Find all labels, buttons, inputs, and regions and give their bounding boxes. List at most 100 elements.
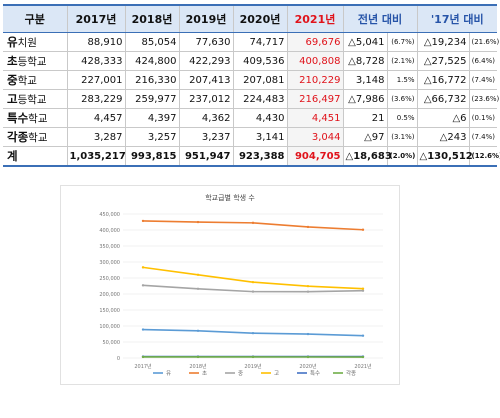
data-point [251,280,255,284]
cell-value-2018: 216,330 [125,70,180,90]
cell-change-2017: △66,732 [417,89,470,109]
data-point [361,228,365,231]
cell-pct-2017: (6.4%) [469,51,497,71]
data-point [196,273,200,277]
row-label: 초등학교 [3,51,68,71]
cell-pct-2017: (0.1%) [469,108,497,128]
table-row: 초등학교 428,333 424,800 422,293 409,536 400,808 △… [3,51,497,71]
data-point [306,332,310,336]
row-label: 특수학교 [3,108,68,128]
data-point [361,334,365,337]
cell-change-2017: △6 [417,108,470,128]
y-tick-label: 400,000 [99,228,120,234]
data-point [361,287,365,290]
cell-change-2017: △243 [417,127,470,147]
cell-value-2018: 4,397 [125,108,180,128]
y-tick-label: 200,000 [99,292,120,298]
legend-label: 초 [202,370,207,377]
student-count-chart: 학교급별 학생 수 0 50,000 100,000 150,000 200,000 25… [60,185,400,385]
cell-change-prev: △8,728 [343,51,388,71]
row-label-lead: 고 [7,92,18,106]
cell-value-2021: 210,229 [287,70,344,90]
row-label: 유치원 [3,32,68,52]
cell-pct-prev: (6.7%) [387,32,418,52]
cell-value-2019: 951,947 [179,146,234,167]
cell-value-2018: 259,977 [125,89,180,109]
row-label: 각종학교 [3,127,68,147]
cell-value-2020: 207,081 [233,70,288,90]
cell-change-2017: △19,234 [417,32,470,52]
cell-change-2017: △27,525 [417,51,470,71]
row-label: 중학교 [3,70,68,90]
cell-value-2017: 3,287 [67,127,126,147]
cell-pct-2017: (7.4%) [469,70,497,90]
cell-value-2017: 227,001 [67,70,126,90]
header-2017: 2017년 [67,4,126,33]
row-label-lead: 계 [7,149,18,163]
cell-value-2017: 283,229 [67,89,126,109]
cell-pct-prev: (2.1%) [387,51,418,71]
cell-value-2018: 85,054 [125,32,180,52]
cell-pct-prev: 0.5% [387,108,418,128]
x-tick-label: 2019년 [244,363,262,370]
legend-label: 고 [274,370,279,377]
data-point [306,225,310,229]
legend-label: 유 [166,370,171,377]
data-point [141,284,145,287]
cell-change-2017: △16,772 [417,70,470,90]
cell-change-prev: △7,986 [343,89,388,109]
y-tick-label: 350,000 [99,244,120,250]
data-point [141,219,145,223]
table-row: 중학교 227,001 216,330 207,413 207,081 210,229 3,… [3,70,497,90]
x-tick-label: 2018년 [189,363,207,370]
cell-pct-prev: (3.6%) [387,89,418,109]
chart-title: 학교급별 학생 수 [205,193,255,202]
y-tick-label: 150,000 [99,308,120,314]
table-row: 각종학교 3,287 3,257 3,237 3,141 3,044 △97 (3.1%) △2… [3,127,497,147]
cell-value-2018: 993,815 [125,146,180,167]
cell-value-2019: 77,630 [179,32,234,52]
row-label-lead: 유 [7,35,18,49]
data-point [251,290,255,293]
cell-value-2017: 1,035,217 [67,146,126,167]
row-label-rest: 학교 [17,75,37,87]
data-point [361,289,365,292]
cell-change-prev: △5,041 [343,32,388,52]
cell-pct-prev: (3.1%) [387,127,418,147]
cell-value-2017: 88,910 [67,32,126,52]
data-point [196,287,200,290]
table-row: 계 1,035,217 993,815 951,947 923,388 904,705 △1… [3,146,500,167]
cell-value-2021: 400,808 [287,51,344,71]
cell-value-2021: 216,497 [287,89,344,109]
header-vs-2017: '17년 대비 [417,4,497,33]
cell-value-2017: 4,457 [67,108,126,128]
y-tick-label: 300,000 [99,260,120,266]
header-2018: 2018년 [125,4,180,33]
cell-value-2020: 74,717 [233,32,288,52]
cell-change-prev: △18,683 [343,146,392,167]
y-tick-label: 50,000 [103,340,121,346]
data-point [306,284,310,288]
chart-grid: 0 50,000 100,000 150,000 200,000 250,000 300,0… [99,212,383,370]
data-point [251,355,255,359]
cell-value-2019: 3,237 [179,127,234,147]
cell-value-2018: 3,257 [125,127,180,147]
data-point [141,328,145,331]
cell-value-2019: 422,293 [179,51,234,71]
legend-label: 중 [238,370,243,377]
row-label-lead: 각종 [7,130,29,144]
data-point [251,331,255,335]
cell-value-2020: 4,430 [233,108,288,128]
cell-value-2020: 923,388 [233,146,288,167]
y-tick-label: 100,000 [99,324,120,330]
cell-pct-prev: 1.5% [387,70,418,90]
cell-value-2020: 3,141 [233,127,288,147]
cell-value-2020: 409,536 [233,51,288,71]
cell-pct-2017: (23.6%) [469,89,499,109]
x-tick-label: 2020년 [299,363,317,370]
cell-value-2021: 4,451 [287,108,344,128]
header-2021: 2021년 [287,4,344,33]
data-point [196,329,200,332]
table-row: 고등학교 283,229 259,977 237,012 224,483 216,497 △… [3,89,499,109]
row-label: 계 [3,146,68,167]
